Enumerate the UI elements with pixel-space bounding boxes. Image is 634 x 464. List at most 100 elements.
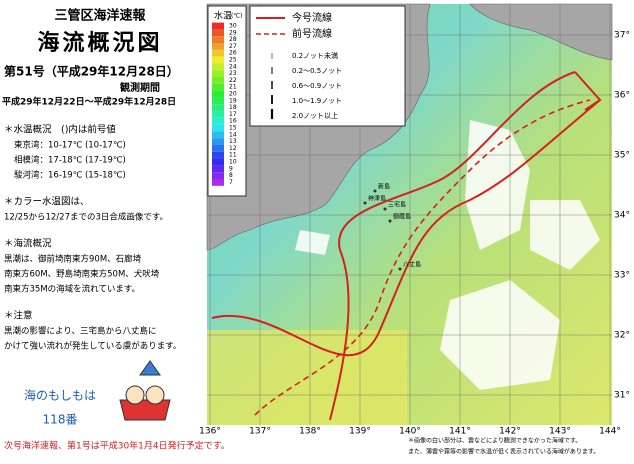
temp-swatch [212,151,224,159]
note-line: 南東方60M、野島埼南東方50M、犬吠埼 [4,269,160,280]
temp-swatch [212,97,224,105]
lat-label: 31° [614,391,630,401]
period: 平成29年12月22日～平成29年12月28日 [2,96,176,108]
note-line: 黒潮の影響により、三宅島から八丈島に [4,326,157,337]
island [398,267,402,271]
note-line: かけて強い流れが発生している虞があります。 [4,341,181,352]
emergency: 海のもしもは [24,388,96,403]
note-line: 東京湾：10-17℃ (10-17℃) [14,140,126,151]
temp-label: 22 [229,77,237,84]
note-line: 南東方35Mの海域を流れています。 [4,284,140,295]
temp-label: 11 [229,152,237,159]
agency: 三管区海洋速報 [54,8,146,24]
temp-swatch [212,179,224,186]
speed-label: 2.0ノット以上 [292,111,338,120]
temp-swatch [212,36,224,43]
temp-label: 14 [229,131,237,138]
temp-swatch [212,117,224,125]
island [388,219,392,223]
temp-label: 25 [229,57,237,64]
temp-swatch [212,172,224,179]
temp-label: 23 [229,70,237,77]
lon-label: 138° [299,427,321,437]
island [373,189,377,193]
temp-label: 28 [229,36,237,43]
lat-label: 33° [614,271,630,281]
legend-label: 前号流線 [292,27,332,40]
line-legend-box [249,5,406,127]
speed-label: 0.2～0.5ノット [292,67,342,75]
lon-label: 141° [449,427,471,437]
temp-label: 9 [229,165,233,172]
temp-swatch [212,124,224,132]
caption: また、薄雲や霧等の影響で水温が低く表示されている海域があります。 [408,448,599,456]
temp-label: 24 [229,63,237,70]
island [383,207,387,211]
temp-swatch [212,90,224,98]
note-line: 駿河湾：16-19℃ (15-18℃) [14,170,126,181]
temp-swatch [212,63,224,71]
temp-swatch [212,77,224,84]
temp-swatch [212,138,224,145]
temp-label: 18 [229,104,237,111]
caption: ＊画像の白い部分は、雲などにより観測できなかった海域です。 [408,437,581,445]
temp-swatch [212,158,224,166]
previous-current-line [254,99,591,416]
lon-label: 139° [349,427,371,437]
lon-label: 144° [599,427,621,437]
temp-swatch [212,111,224,118]
lat-label: 32° [614,331,630,341]
title: 海流概況図 [37,30,162,56]
lon-label: 142° [499,427,521,437]
issue: 第51号（平成29年12月28日） [4,64,179,79]
lon-label: 137° [249,427,271,437]
mascot [119,360,171,421]
temp-label: 26 [229,50,237,57]
land [469,3,613,61]
place-label: 三宅島 [388,201,406,209]
note-line: 12/25から12/27までの3日合成画像です。 [4,212,168,223]
footer: 次号海洋速報、第1号は平成30年1月4日発行予定です。 [4,440,230,452]
temp-label: 19 [229,97,237,104]
lat-label: 37° [614,31,630,41]
current-line [211,99,601,356]
temp-swatch [212,83,224,91]
speed-label: 0.6～0.9ノット [292,82,342,90]
temp-swatch [212,131,224,139]
place-label: 新島 [378,183,390,191]
temp-label: 7 [229,179,233,186]
lat-label: 36° [614,91,630,101]
temp-legend-unit: (℃) [231,13,242,20]
temp-swatch [212,49,224,57]
temp-label: 17 [229,111,237,118]
lat-label: 34° [614,211,630,221]
note-heading: ＊カラー水温図は、 [4,196,90,208]
temp-swatch [212,43,224,50]
current-arrow [574,71,602,111]
note-heading: ＊注意 [4,310,33,322]
temp-legend-title: 水温 [214,10,232,22]
legend-label: 今号流線 [292,11,332,24]
temp-label: 21 [229,84,237,91]
place-label: 神津島 [368,195,386,203]
temp-label: 12 [229,145,237,152]
speed-label: 0.2ノット未満 [292,51,338,60]
temp-label: 16 [229,118,237,125]
place-label: 御蔵島 [393,213,411,221]
note-heading: ＊海流概況 [4,238,52,250]
speed-label: 1.0～1.9ノット [292,97,342,105]
temp-swatch [212,56,224,64]
temp-swatch [212,22,224,30]
temp-label: 15 [229,125,237,132]
temp-swatch [212,104,224,111]
emergency: 118番 [43,413,78,427]
temp-swatch [212,145,224,152]
place-label: 八丈島 [403,261,421,269]
temp-label: 13 [229,138,237,145]
note-heading: ＊水温概況 ()内は前号値 [4,124,116,136]
lon-label: 140° [399,427,421,437]
lon-label: 143° [549,427,571,437]
temp-label: 27 [229,43,237,50]
current-line [329,71,576,421]
